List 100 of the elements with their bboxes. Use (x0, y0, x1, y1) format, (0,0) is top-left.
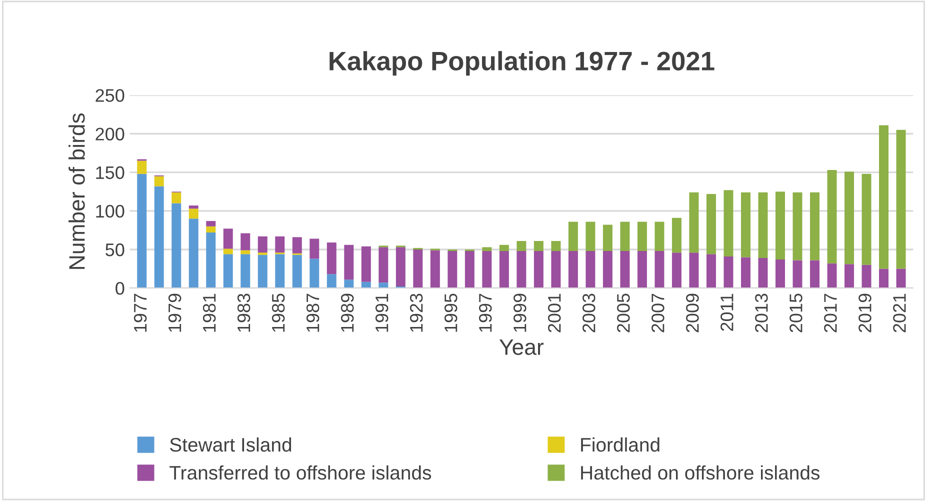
bar (516, 251, 526, 288)
bar (223, 248, 233, 254)
bar (275, 236, 285, 253)
bar (706, 254, 716, 288)
bar (448, 251, 458, 288)
x-tick-label: 1991 (375, 294, 388, 332)
x-tick-label: 2003 (582, 294, 596, 332)
y-tick-label: 50 (106, 243, 124, 256)
x-tick-label: 1979 (168, 294, 182, 332)
bar (706, 194, 716, 254)
x-tick-label: 2007 (652, 294, 664, 332)
x-tick-label: 2011 (720, 294, 734, 331)
x-tick-label: 1997 (478, 294, 492, 332)
bar (206, 232, 216, 288)
bar (862, 174, 872, 265)
bar (896, 268, 906, 288)
x-tick-label: 2005 (617, 294, 630, 332)
bar (378, 247, 388, 283)
bar (499, 251, 509, 288)
bar (188, 208, 198, 219)
x-tick-label: 1923 (410, 294, 423, 332)
x-tick-label: 1999 (514, 294, 526, 332)
bar (879, 268, 889, 288)
bar (206, 226, 216, 233)
bar (137, 160, 147, 174)
bar (844, 172, 854, 264)
bar (310, 258, 320, 288)
bar (654, 222, 664, 252)
bar (482, 251, 492, 288)
x-tick-label: 2001 (548, 294, 561, 332)
bar (724, 256, 734, 288)
bar (879, 125, 889, 269)
x-tick-label: 2019 (858, 294, 872, 332)
bar (534, 251, 544, 288)
bar (154, 176, 164, 186)
bar (586, 222, 596, 252)
bar (810, 260, 820, 288)
bar (637, 251, 647, 288)
bar (792, 260, 802, 288)
bar (724, 190, 734, 256)
y-axis-title: Number of birds (68, 113, 85, 269)
bar (568, 222, 578, 252)
bar (775, 260, 785, 288)
bar (672, 252, 682, 288)
x-tick-label: 2015 (790, 294, 802, 332)
x-tick-label: 1987 (306, 294, 320, 332)
x-tick-label: 2021 (893, 294, 906, 332)
bar (223, 228, 233, 249)
bar (326, 242, 336, 274)
bar (188, 218, 198, 288)
chart-title: Kakapo Population 1977 - 2021 (330, 51, 714, 76)
bar (844, 264, 854, 288)
bar (292, 237, 302, 254)
bar (396, 247, 406, 287)
bar (240, 254, 250, 288)
bar (586, 251, 596, 288)
legend-label: Fiordland (581, 437, 660, 452)
x-tick-label: 1977 (134, 294, 147, 332)
bar (344, 244, 354, 280)
legend-label: Transferred to offshore islands (170, 465, 432, 480)
bar (344, 280, 354, 288)
bar (326, 274, 336, 288)
bar (654, 251, 664, 288)
bar (240, 233, 250, 250)
bar (172, 203, 182, 288)
x-tick-label: 2017 (824, 294, 837, 332)
legend-label: Stewart Island (170, 437, 292, 452)
bar (862, 264, 872, 288)
x-tick-label: 1985 (272, 294, 285, 332)
bar (258, 236, 268, 253)
bar (775, 192, 785, 260)
y-tick-label: 200 (96, 128, 124, 140)
bar (482, 247, 492, 252)
x-tick-label: 1983 (237, 294, 250, 332)
bar (137, 174, 147, 288)
bar (275, 254, 285, 288)
bar (758, 258, 768, 288)
bar (758, 192, 768, 258)
bar (154, 186, 164, 288)
x-tick-label: 2013 (755, 294, 768, 332)
bar (206, 220, 216, 226)
bar (292, 254, 302, 288)
bar (896, 130, 906, 269)
bar (172, 192, 182, 204)
bar (240, 250, 250, 254)
bar (568, 251, 578, 288)
bar (637, 222, 647, 252)
bar (620, 222, 630, 252)
bar (810, 192, 820, 260)
legend-label: Hatched on offshore islands (581, 465, 820, 480)
y-tick-label: 0 (116, 282, 124, 295)
bar (223, 254, 233, 288)
x-tick-label: 1995 (444, 294, 458, 332)
bar (378, 282, 388, 288)
bar (602, 251, 612, 288)
bar (689, 252, 699, 288)
bar (499, 244, 509, 252)
bar (827, 263, 837, 288)
bar (534, 241, 544, 252)
bar (464, 251, 474, 288)
